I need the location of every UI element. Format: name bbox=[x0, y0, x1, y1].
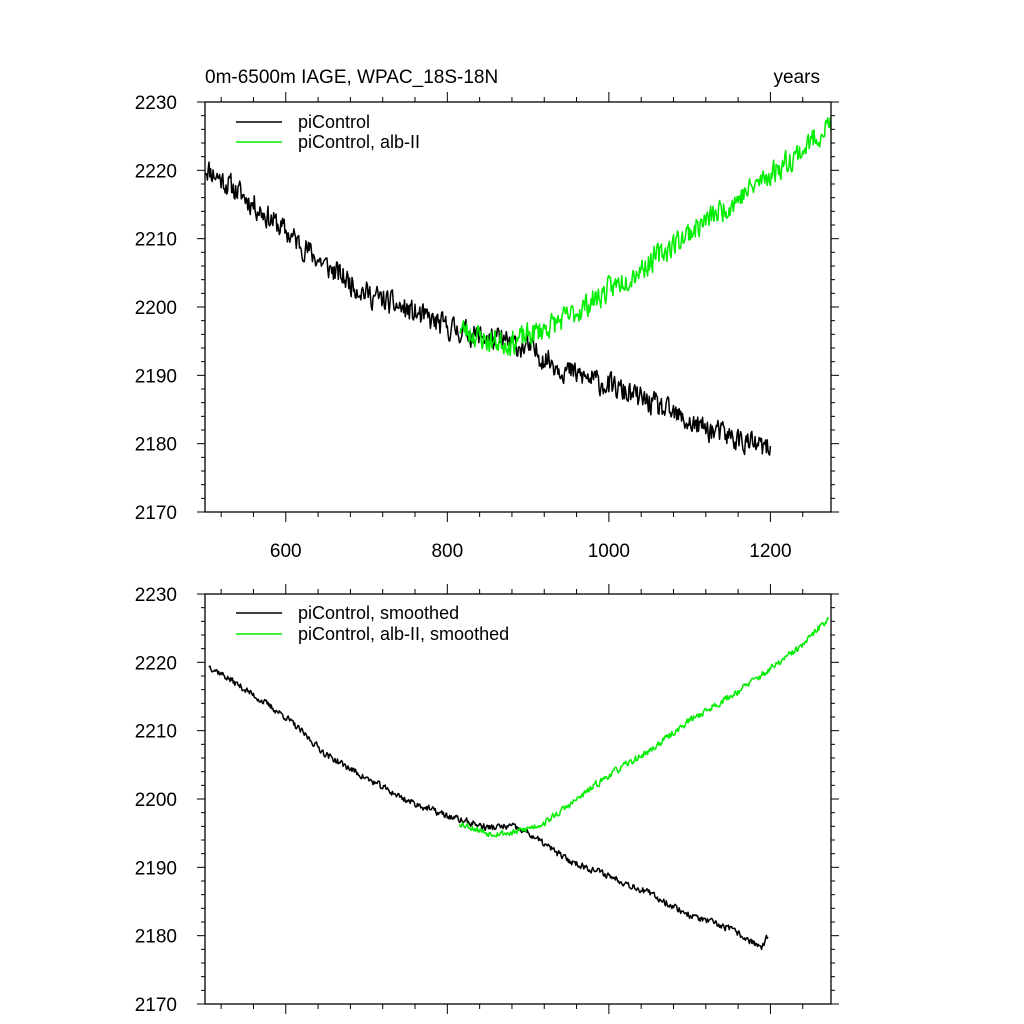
x-tick-label: 800 bbox=[431, 541, 463, 562]
y-tick-label: 2190 bbox=[135, 366, 177, 387]
legend: piControl piControl, alb-II bbox=[236, 112, 420, 152]
legend-label-alb-ii: piControl, alb-II bbox=[298, 132, 420, 152]
plot-frame bbox=[204, 101, 832, 513]
y-tick-label: 2210 bbox=[135, 230, 177, 251]
y-tick-label: 2230 bbox=[135, 585, 177, 606]
axis-ticks: 2170 2180 2190 2200 2210 2220 2230 600 800 1000 12… bbox=[135, 92, 839, 562]
series-lines bbox=[204, 117, 832, 456]
y-tick-label: 2180 bbox=[135, 927, 177, 948]
y-tick-label: 2180 bbox=[135, 435, 177, 456]
x-tick-label: 1000 bbox=[588, 541, 630, 562]
units-label: years bbox=[774, 67, 820, 88]
legend-label-alb-ii-smoothed: piControl, alb-II, smoothed bbox=[298, 624, 509, 644]
x-tick-label: 600 bbox=[270, 541, 302, 562]
y-tick-label: 2200 bbox=[135, 298, 177, 319]
y-tick-label: 2170 bbox=[135, 503, 177, 524]
y-tick-label: 2220 bbox=[135, 653, 177, 674]
y-tick-label: 2230 bbox=[135, 93, 177, 114]
y-tick-label: 2210 bbox=[135, 722, 177, 743]
y-tick-label: 2170 bbox=[135, 995, 177, 1016]
panel-title: 0m-6500m IAGE, WPAC_18S-18N bbox=[205, 67, 498, 88]
series-line-picontrol bbox=[204, 161, 772, 456]
x-tick-label: 1200 bbox=[749, 541, 791, 562]
series-line-picontrol-alb-ii-smoothed bbox=[458, 617, 830, 838]
legend: piControl, smoothed piControl, alb-II, s… bbox=[236, 603, 509, 644]
y-tick-label: 2200 bbox=[135, 790, 177, 811]
axis-ticks: 2170 2180 2190 2200 2210 2220 2230 bbox=[135, 584, 839, 1016]
bottom-panel: 2170 2180 2190 2200 2210 2220 2230 piControl, … bbox=[135, 584, 839, 1016]
y-tick-label: 2220 bbox=[135, 161, 177, 182]
plot-frame bbox=[204, 593, 832, 1005]
series-lines bbox=[208, 617, 830, 951]
legend-label-picontrol: piControl bbox=[298, 112, 370, 132]
y-tick-label: 2190 bbox=[135, 858, 177, 879]
top-panel: 0m-6500m IAGE, WPAC_18S-18N years 217021… bbox=[135, 67, 839, 562]
series-line-picontrol-alb-ii bbox=[459, 117, 832, 357]
legend-label-picontrol-smoothed: piControl, smoothed bbox=[298, 603, 459, 623]
series-line-picontrol-smoothed bbox=[208, 665, 769, 951]
